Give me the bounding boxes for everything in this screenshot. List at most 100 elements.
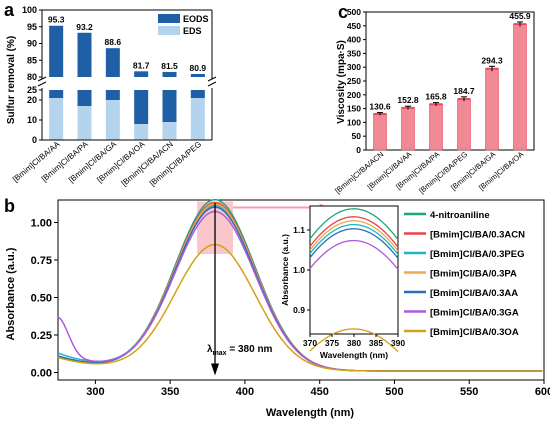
chart-a-break-mark [207, 81, 217, 87]
chart-c-value-label: 165.8 [425, 92, 447, 102]
chart-a-value-label: 95.3 [48, 15, 65, 25]
chart-a-bar-eods-upper [134, 71, 149, 77]
inset-series-line [309, 220, 399, 252]
lambda-max-arrow-head [211, 363, 220, 376]
chart-b-x-tick-label: 300 [86, 386, 104, 398]
chart-b-y-tick-label: 0.75 [31, 255, 52, 267]
chart-c-y-tick-label: 400 [347, 35, 361, 45]
chart-b-legend-label: [Bmim]Cl/BA/0.3OA [430, 327, 519, 338]
chart-b-legend-label: [Bmim]Cl/BA/0.3GA [430, 308, 519, 319]
chart-b: Absorbance (a.u.) Wavelength (nm) λmax =… [5, 198, 550, 419]
chart-b-x-tick-label: 600 [535, 386, 550, 398]
inset-series-line [309, 223, 399, 255]
chart-a-y-tick-label: 100 [22, 5, 37, 15]
legend-label-eods: EODS [183, 14, 209, 24]
chart-a-bar-eods-upper [162, 71, 177, 77]
chart-a-bar-eods-upper [49, 25, 64, 77]
chart-a-x-tick-label: [Bmim]Cl/BA/AA [11, 139, 62, 184]
inset-series-line [309, 228, 399, 259]
chart-a-y-tick-label: 95 [27, 22, 37, 32]
chart-a-y-tick-label: 10 [27, 115, 37, 125]
chart-c-y-axis-label: Viscosity (mpa·S) [336, 40, 347, 124]
chart-c-y-tick-label: 0 [356, 145, 361, 155]
legend-swatch-eds [158, 26, 180, 35]
chart-a-bar-break-gap [48, 77, 65, 90]
chart-a-bar-eods-upper [77, 32, 92, 77]
chart-a-bar-eods-upper [190, 73, 205, 77]
chart-a-bar-break-gap [133, 77, 150, 90]
inset-x-tick-label: 385 [369, 338, 383, 348]
chart-a-x-tick-label: [Bmim]Cl/BA/GA [67, 139, 119, 184]
inset-series-line [309, 328, 399, 353]
chart-a-y-tick-label: 85 [27, 55, 37, 65]
chart-b-x-tick-label: 500 [385, 386, 403, 398]
inset-series-line [309, 216, 399, 248]
chart-a-bar-eods-lower [190, 90, 205, 98]
chart-c-value-label: 184.7 [453, 86, 475, 96]
chart-a-bar-eods-lower [134, 90, 149, 124]
chart-a-break-mark [37, 81, 47, 87]
chart-b-x-tick-label: 550 [460, 386, 478, 398]
inset-x-tick-label: 375 [325, 338, 339, 348]
chart-a-bar-eds [77, 106, 92, 140]
inset-y-tick-label: 0.9 [293, 305, 305, 315]
chart-c: Viscosity (mpa·S) 0 50 100 150 200 250 300 350 4… [333, 7, 535, 196]
chart-a-break-mark [37, 76, 47, 82]
chart-a-bar-eods-lower [49, 90, 64, 98]
chart-b-x-tick-label: 400 [236, 386, 254, 398]
legend-label-eds: EDS [183, 26, 202, 36]
chart-c-y-tick-label: 100 [347, 117, 361, 127]
chart-a-value-label: 81.5 [161, 61, 178, 71]
chart-b-y-tick-label: 0.50 [31, 293, 52, 305]
chart-b-y-axis-label: Absorbance (a.u.) [5, 247, 17, 340]
inset-series-line [309, 208, 399, 241]
chart-b-legend-label: [Bmim]Cl/BA/0.3PA [430, 269, 517, 280]
chart-b-x-axis-label: Wavelength (nm) [266, 407, 355, 419]
chart-b-legend-label: [Bmim]Cl/BA/0.3AA [430, 288, 518, 299]
inset-x-tick-label: 380 [347, 338, 361, 348]
inset-x-tick-label: 390 [391, 338, 405, 348]
chart-a-bar-eds [105, 100, 120, 140]
chart-a-bar-eods-lower [105, 90, 120, 100]
chart-c-y-tick-label: 250 [347, 76, 361, 86]
panel-label-c: c [338, 2, 348, 22]
chart-c-bar [457, 98, 471, 151]
chart-c-value-label: 455.9 [509, 11, 531, 21]
chart-a-bar-eds [190, 98, 205, 140]
inset-y-axis-label: Absorbance (a.u.) [280, 234, 290, 306]
chart-b-y-tick-label: 0.00 [31, 368, 52, 380]
chart-a-bar-break-gap [189, 77, 206, 90]
chart-a-bar-eds [49, 98, 64, 140]
chart-a-x-tick-label: [Bmim]Cl/BA/PEG [148, 140, 203, 188]
panel-label-b: b [4, 196, 15, 216]
chart-a-y-tick-label: 90 [27, 39, 37, 49]
chart-b-legend-label: [Bmim]Cl/BA/0.3PEG [430, 249, 525, 260]
inset-x-axis-label: Wavelength (nm) [320, 350, 388, 360]
chart-b-legend-label: [Bmim]Cl/BA/0.3ACN [430, 230, 525, 241]
chart-b-legend-label: 4-nitroaniline [430, 210, 490, 221]
panel-label-a: a [4, 0, 15, 20]
chart-a-bar-eds [162, 122, 177, 140]
chart-a-y-tick-label: 0 [32, 135, 37, 145]
chart-a-value-label: 93.2 [76, 22, 93, 32]
chart-b-y-tick-label: 0.25 [31, 330, 52, 342]
chart-a-bar-break-gap [76, 77, 93, 90]
inset-y-tick-label: 1.0 [293, 265, 305, 275]
chart-c-y-tick-label: 50 [352, 131, 362, 141]
chart-a-bar-eods-lower [162, 90, 177, 122]
chart-c-x-tick-label: [Bmim]Cl/BA/ACN [333, 150, 385, 196]
chart-c-frame [365, 11, 535, 151]
inset-x-tick-label: 370 [303, 338, 317, 348]
chart-b-series-line [57, 243, 543, 372]
chart-b-y-tick-label: 1.00 [31, 218, 52, 230]
chart-c-value-label: 130.6 [369, 102, 391, 112]
chart-a-value-label: 80.9 [190, 63, 207, 73]
chart-a-value-label: 88.6 [105, 37, 122, 47]
chart-a-y-tick-label: 25 [27, 85, 37, 95]
chart-c-value-label: 152.8 [397, 95, 419, 105]
chart-a-bar-eods-upper [105, 48, 120, 77]
chart-a-legend: EODS EDS [158, 14, 209, 36]
chart-c-y-tick-label: 500 [347, 7, 361, 17]
chart-c-bar [429, 103, 443, 151]
